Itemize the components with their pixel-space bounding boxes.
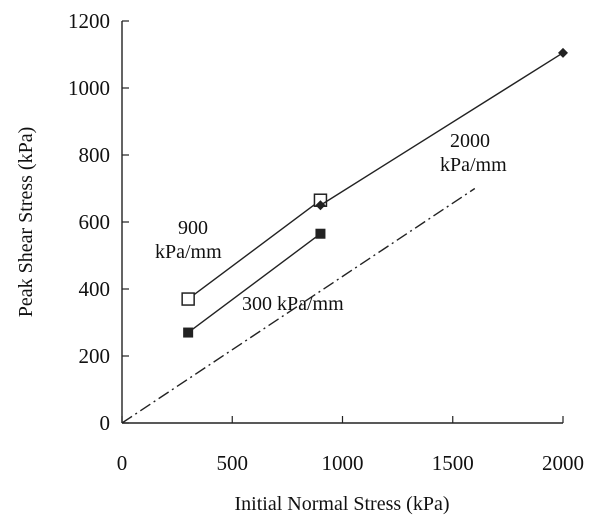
annotation-layer: 900 kPa/mm 300 kPa/mm 2000 kPa/mm [155, 130, 507, 315]
series-0 [181, 193, 328, 306]
series-1 [183, 228, 326, 338]
x-tick-label: 1500 [432, 451, 474, 475]
y-tick-label: 1000 [68, 76, 110, 100]
y-tick-label: 200 [79, 344, 111, 368]
axes: 0 500 1000 1500 2000 0 200 400 600 800 1000 1200 [68, 9, 584, 475]
data-point-filled-square [315, 228, 326, 239]
y-tick-label: 1200 [68, 9, 110, 33]
series-line [320, 52, 564, 206]
x-tick-label: 0 [117, 451, 128, 475]
data-point-filled-diamond [558, 47, 568, 58]
y-tick-label: 600 [79, 210, 111, 234]
x-axis-title: Initial Normal Stress (kPa) [235, 493, 450, 515]
series-3 [121, 187, 476, 424]
y-tick-label: 0 [100, 411, 111, 435]
x-tick-label: 500 [217, 451, 249, 475]
annotation-2000-line2: kPa/mm [440, 154, 507, 176]
annotation-2000-line1: 2000 [450, 130, 490, 152]
data-point-filled-square [183, 327, 194, 338]
series-line [187, 199, 321, 300]
series-layer [121, 47, 568, 424]
series-2 [315, 47, 568, 211]
x-tick-label: 1000 [322, 451, 364, 475]
y-axis-title: Peak Shear Stress (kPa) [15, 127, 37, 318]
series-line [187, 233, 321, 334]
data-point-filled-diamond [315, 200, 326, 211]
annotation-300: 300 kPa/mm [242, 293, 344, 315]
x-tick-label: 2000 [542, 451, 584, 475]
y-tick-label: 800 [79, 143, 111, 167]
annotation-900-line2: kPa/mm [155, 241, 222, 263]
data-point-open-square [181, 292, 195, 306]
y-tick-label: 400 [79, 277, 111, 301]
annotation-900-line1: 900 [178, 217, 208, 239]
series-line [121, 187, 476, 424]
